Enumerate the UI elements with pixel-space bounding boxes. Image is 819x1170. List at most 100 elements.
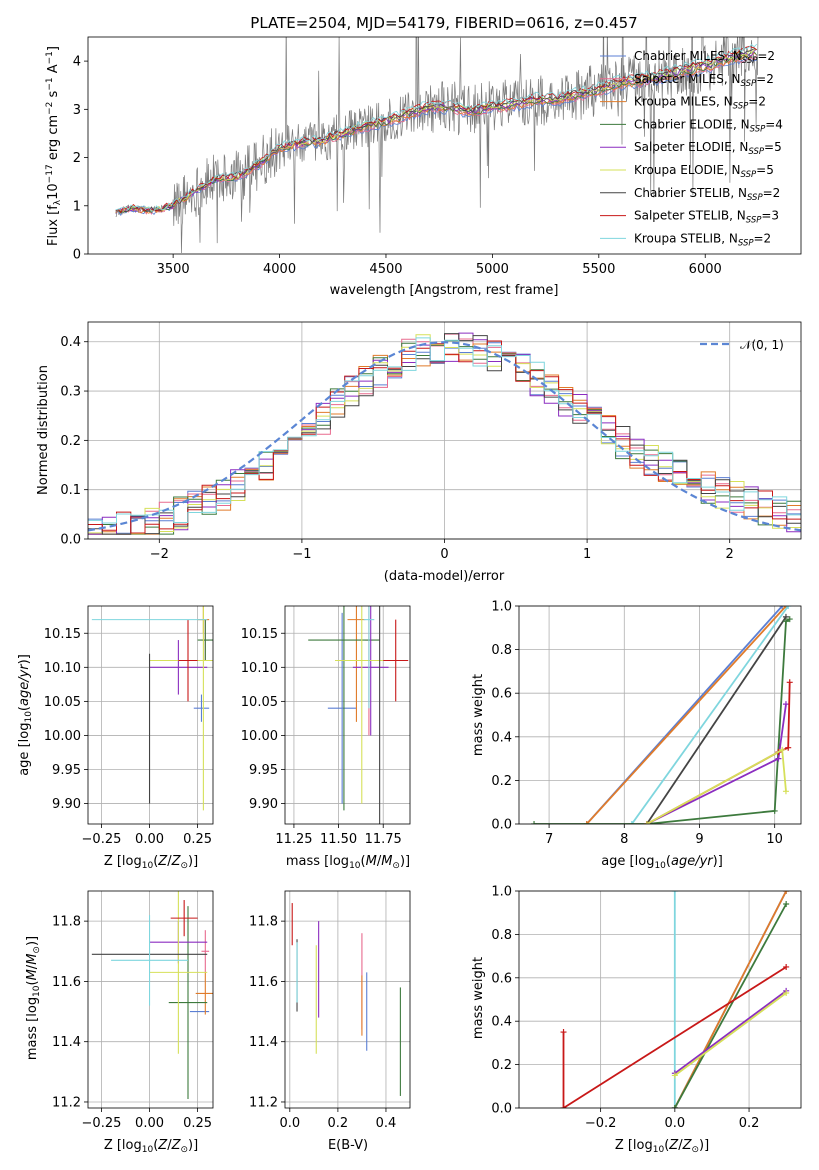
residuals-ytick-label-2: 0.2 — [60, 434, 81, 449]
age-vs-mass-xlabel: mass [log10(M/M⊙)] — [286, 854, 410, 871]
spectrum-frame — [87, 36, 802, 255]
weight_vs_Z-xtick-label-1: 0.0 — [664, 1116, 685, 1131]
age_vs_Z-ytick-label-2: 10.00 — [44, 729, 81, 744]
mass-vs-extinction-xlabel: E(B-V) — [328, 1138, 368, 1153]
age_vs_mass-plot-area — [308, 606, 409, 824]
weight_vs_Z-point-chabrier-elodie-0 — [671, 1105, 678, 1108]
mass_vs_Z-xtick-label-0: −0.25 — [82, 1116, 122, 1131]
weight_vs_Z-line-kroupa-elodie — [674, 992, 787, 1077]
mass_vs_Z-ytick-label-2: 11.6 — [52, 975, 81, 990]
weight_vs_Z-point-chabrier-elodie-1 — [783, 901, 790, 908]
weight-vs-age-panel: 7 8 9 10 0.0 0.2 0.4 0.6 0.8 1.0 — [491, 600, 802, 847]
spectrum-data-line — [115, 37, 759, 254]
age_vs_Z-ytick-label-3: 10.05 — [44, 695, 81, 710]
weight_vs_age-ytick-label-3: 0.6 — [491, 687, 512, 702]
spectrum-ytick-label-1: 1 — [73, 199, 81, 214]
weight_vs_Z-ytick-label-3: 0.6 — [491, 971, 512, 986]
spectrum-ytick-label-4: 4 — [73, 55, 81, 70]
weight_vs_Z-point-salpeter-stelib-2 — [783, 963, 790, 970]
residuals-ytick-label-0: 0.0 — [60, 533, 81, 548]
weight-vs-metallicity-panel: −0.2 0.0 0.2 0.0 0.2 0.4 0.6 0.8 1.0 — [491, 885, 802, 1132]
spectrum-title: PLATE=2504, MJD=54179, FIBERID=0616, z=0… — [250, 14, 637, 32]
age_vs_Z-ytick-label-4: 10.10 — [44, 661, 81, 676]
spectrum-xtick-label-0: 3500 — [157, 262, 190, 277]
spectrum-xtick-label-4: 5500 — [582, 262, 615, 277]
weight_vs_Z-point-kroupa-miles-1 — [783, 891, 790, 894]
residuals-plot-area — [88, 332, 801, 535]
weight_vs_age-line-chabrier-stelib — [646, 616, 787, 824]
spectrum-plot-area — [115, 37, 759, 254]
residuals-ylabel: Normed distribution — [36, 365, 51, 495]
weight-vs-metallicity-xlabel: Z [log10(Z/Z⊙)] — [615, 1138, 709, 1155]
residuals-ytick-label-4: 0.4 — [60, 335, 81, 350]
age_vs_mass-grid — [285, 606, 410, 824]
age_vs_Z-ticks: −0.25 0.00 0.25 9.90 9.95 10.00 10.05 10.10 10.1… — [44, 627, 212, 847]
age_vs_Z-xtick-label-0: −0.25 — [82, 832, 122, 847]
mass-vs-extinction-panel: 0.0 0.2 0.4 11.2 11.4 11.6 11.8 — [249, 890, 411, 1131]
weight_vs_Z-point-salpeter-stelib-0 — [560, 1029, 567, 1036]
age_vs_mass-ytick-label-2: 10.00 — [241, 729, 278, 744]
age_vs_Z-frame — [87, 605, 214, 825]
spectrum-model-salpeter-stelib — [115, 45, 757, 214]
age_vs_mass-ticks: 11.25 11.50 11.75 9.90 9.95 10.00 10.05 10.10 10… — [241, 627, 402, 847]
age-vs-metallicity-panel: −0.25 0.00 0.25 9.90 9.95 10.00 10.05 10.10 10.1… — [44, 605, 214, 847]
weight_vs_Z-line-salpeter-stelib — [562, 966, 787, 1108]
weight_vs_Z-ytick-label-0: 0.0 — [491, 1102, 512, 1117]
residuals-xlabel: (data-model)/error — [384, 569, 505, 584]
weight_vs_Z-xtick-label-0: −0.2 — [585, 1116, 617, 1131]
weight_vs_age-line-salpeter-elodie — [646, 703, 787, 824]
spectrum-model-salpeter-miles — [115, 54, 758, 215]
mass_vs_Z-frame — [87, 890, 214, 1109]
age_vs_mass-ytick-label-4: 10.10 — [241, 661, 278, 676]
mass-ylabel: mass [log10(M/M⊙)] — [25, 936, 42, 1060]
residuals-xtick-label-1: −1 — [292, 547, 311, 562]
weight_vs_age-line-kroupa-stelib — [631, 606, 789, 824]
legend-label-kroupa-stelib: Kroupa STELIB, NSSP=2 — [634, 231, 771, 248]
weight_vs_Z-ticks: −0.2 0.0 0.2 0.0 0.2 0.4 0.6 0.8 1.0 — [491, 885, 759, 1132]
weight_vs_age-xtick-label-0: 7 — [545, 832, 553, 847]
normal-legend-label: 𝒩(0, 1) — [740, 338, 784, 352]
weight_vs_age-xtick-label-1: 8 — [620, 832, 628, 847]
spectrum-ticks: 3500 4000 4500 5000 5500 6000 0 1 2 3 4 — [73, 55, 722, 277]
weight_vs_age-ytick-label-4: 0.8 — [491, 643, 512, 658]
residuals-panel: −2 −1 0 1 2 0.0 0.1 0.2 0.3 0.4 𝒩(0, 1) — [60, 321, 802, 562]
residuals-xtick-label-2: 0 — [440, 547, 448, 562]
spectrum-xtick-label-1: 4000 — [263, 262, 296, 277]
weight_vs_Z-plot-area — [560, 891, 790, 1108]
age_vs_Z-xtick-label-2: 0.25 — [183, 832, 212, 847]
legend-label-kroupa-elodie: Kroupa ELODIE, NSSP=5 — [634, 163, 774, 180]
weight_vs_age-point-kroupa-elodie-2 — [782, 788, 789, 795]
residuals-ytick-label-1: 0.1 — [60, 483, 81, 498]
age-vs-mass-panel: 11.25 11.50 11.75 9.90 9.95 10.00 10.05 10.10 10… — [241, 605, 411, 847]
weight_vs_Z-line-chabrier-elodie — [674, 903, 787, 1108]
weight-vs-metallicity-ylabel: mass weight — [471, 957, 486, 1039]
weight_vs_Z-ytick-label-1: 0.2 — [491, 1058, 512, 1073]
spectrum-ylabel: Flux [fλ10−17 erg cm−2 s−1 A−1] — [45, 46, 63, 246]
residuals-xtick-label-0: −2 — [150, 547, 169, 562]
weight_vs_age-point-salpeter-stelib-2 — [785, 744, 792, 751]
age_vs_mass-xtick-label-1: 11.50 — [320, 832, 357, 847]
age_vs_Z-plot-area — [91, 606, 213, 811]
weight_vs_age-point-kroupa-stelib-1 — [785, 606, 792, 609]
mass_vs_EBV-ticks: 0.0 0.2 0.4 11.2 11.4 11.6 11.8 — [249, 915, 396, 1131]
weight_vs_age-point-kroupa-elodie-1 — [779, 746, 786, 753]
mass_vs_EBV-grid — [285, 891, 410, 1108]
weight_vs_Z-xtick-label-2: 0.2 — [739, 1116, 760, 1131]
mass_vs_Z-plot-area — [91, 891, 213, 1099]
weight_vs_Z-ytick-label-2: 0.4 — [491, 1015, 512, 1030]
age_vs_mass-ytick-label-3: 10.05 — [241, 695, 278, 710]
mass_vs_Z-ytick-label-1: 11.4 — [52, 1035, 81, 1050]
legend-label-salpeter-elodie: Salpeter ELODIE, NSSP=5 — [634, 140, 782, 157]
mass_vs_Z-ytick-label-3: 11.8 — [52, 915, 81, 930]
spectrum-ytick-label-0: 0 — [73, 248, 81, 263]
weight_vs_Z-point-kroupa-elodie-1 — [783, 989, 790, 996]
mass_vs_Z-ytick-label-0: 11.2 — [52, 1095, 81, 1110]
weight_vs_age-line-kroupa-miles — [586, 606, 787, 824]
legend-label-kroupa-miles: Kroupa MILES, NSSP=2 — [634, 95, 766, 112]
age_vs_mass-ytick-label-1: 9.95 — [249, 763, 278, 778]
mass_vs_EBV-xtick-label-1: 0.2 — [328, 1116, 349, 1131]
spectrum-xtick-label-2: 4500 — [369, 262, 402, 277]
residuals-xtick-label-3: 1 — [583, 547, 591, 562]
mass-vs-metallicity-panel: −0.25 0.00 0.25 11.2 11.4 11.6 11.8 — [52, 890, 214, 1131]
